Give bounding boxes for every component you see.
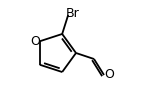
Text: O: O (105, 68, 114, 81)
Text: O: O (30, 35, 40, 48)
Text: Br: Br (66, 7, 79, 20)
